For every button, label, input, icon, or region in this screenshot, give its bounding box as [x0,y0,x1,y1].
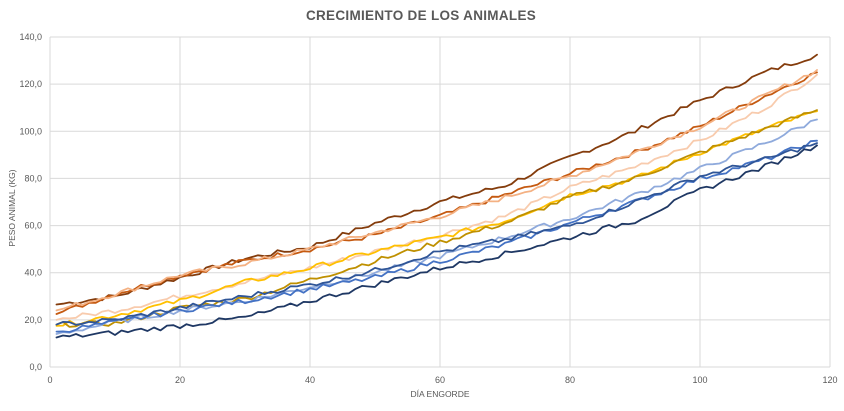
x-tick-label: 120 [822,375,837,385]
y-tick-label: 100,0 [19,126,42,136]
gridlines [49,36,831,368]
series-lines [55,53,818,339]
y-axis-ticks: 0,0 20,0 40,0 60,0 80,0 100,0 120,0 140,0 [19,32,42,372]
y-tick-label: 0,0 [29,362,42,372]
series-line-4 [55,73,818,321]
y-tick-label: 80,0 [24,173,42,183]
series-line-10 [55,144,818,339]
x-tick-label: 20 [175,375,185,385]
x-tick-label: 0 [47,375,52,385]
series-line-8 [55,139,818,333]
x-axis-title: DÍA ENGORDE [410,389,469,399]
chart-title: CRECIMIENTO DE LOS ANIMALES [306,8,536,23]
series-line-3 [55,69,818,312]
y-tick-label: 120,0 [19,79,42,89]
x-tick-label: 100 [692,375,707,385]
y-tick-label: 60,0 [24,221,42,231]
x-tick-label: 80 [565,375,575,385]
x-tick-label: 40 [305,375,315,385]
x-tick-label: 60 [435,375,445,385]
series-line-1 [55,53,818,306]
series-line-9 [55,142,818,326]
y-tick-label: 20,0 [24,315,42,325]
y-axis-title: PESO ANIMAL (KG) [7,169,17,246]
x-axis-ticks: 0 20 40 60 80 100 120 [47,375,837,385]
y-tick-label: 40,0 [24,268,42,278]
series-line-5 [55,110,818,327]
y-tick-label: 140,0 [19,32,42,42]
series-line-6 [55,109,818,328]
